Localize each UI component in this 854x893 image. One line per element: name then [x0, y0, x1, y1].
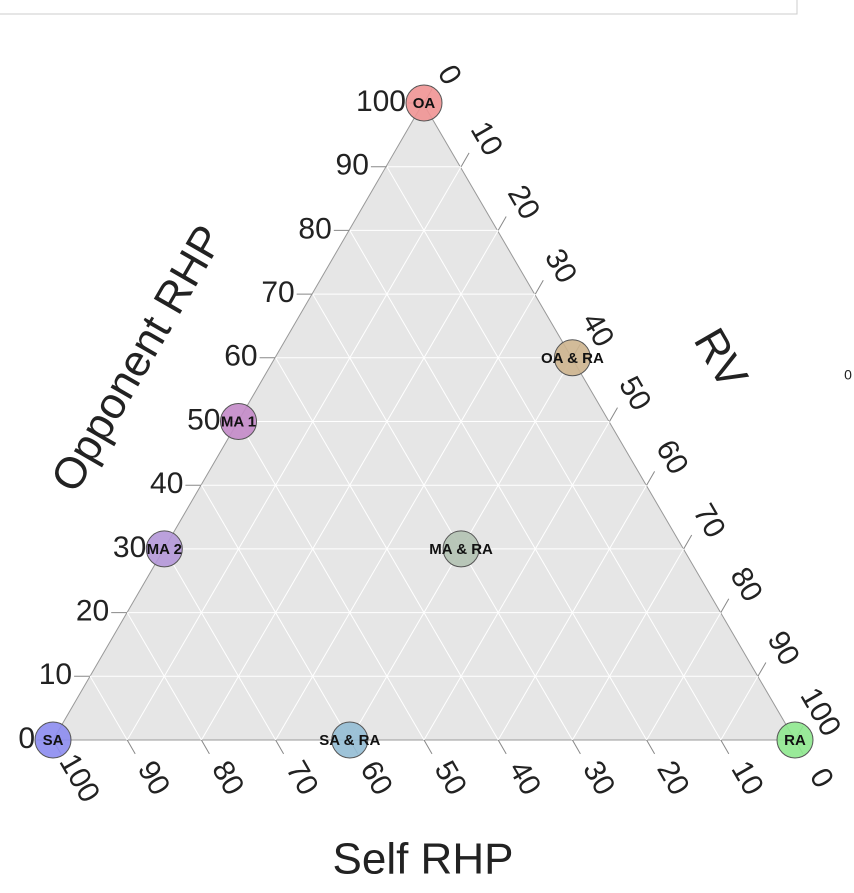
- point: [405, 84, 443, 122]
- grid-line: [386, 166, 722, 741]
- point: [776, 721, 814, 759]
- grid-line: [163, 548, 277, 741]
- tick-mark: [683, 534, 693, 550]
- tick-mark: [497, 216, 507, 231]
- tick-label: 60: [354, 755, 399, 800]
- tick-label: 0: [803, 763, 840, 794]
- axis-title: Self RHP: [333, 835, 514, 884]
- point: [331, 721, 369, 759]
- grid-line: [571, 548, 685, 741]
- tick-mark: [200, 739, 210, 755]
- tick-label: 90: [131, 755, 176, 800]
- point: [145, 530, 183, 568]
- tick-mark: [275, 739, 285, 755]
- tick-label: 60: [224, 340, 257, 373]
- tick-mark: [423, 739, 433, 755]
- tick-mark: [720, 598, 730, 613]
- tick-label: 40: [502, 755, 547, 800]
- tick-label: 10: [39, 658, 72, 691]
- tick-label: 40: [150, 467, 183, 500]
- axis-title: RV: [684, 320, 757, 397]
- tick-label: 30: [113, 531, 146, 564]
- grid-line: [238, 421, 425, 741]
- tick-label: 20: [76, 595, 109, 628]
- point-label: OA: [413, 95, 436, 112]
- tick-label: 30: [538, 243, 583, 288]
- point-label: RA: [784, 732, 806, 749]
- point-label: SA: [43, 732, 64, 749]
- tick-mark: [757, 662, 767, 677]
- point: [553, 339, 591, 377]
- tick-label: 70: [279, 755, 324, 800]
- tick-mark: [646, 471, 656, 486]
- point-label: MA 2: [147, 541, 182, 558]
- grid-line: [200, 484, 351, 741]
- grid-line: [275, 357, 499, 741]
- tick-mark: [126, 739, 136, 755]
- tick-mark: [497, 739, 507, 755]
- point-label: MA & RA: [429, 541, 493, 558]
- point: [34, 721, 72, 759]
- tick-label: 50: [187, 403, 220, 436]
- side-label: 0: [844, 367, 852, 383]
- tick-label: 50: [428, 755, 473, 800]
- axis-title: Opponent RHP: [42, 217, 234, 500]
- tick-label: 50: [612, 371, 657, 416]
- tick-mark: [460, 152, 470, 167]
- tick-mark: [571, 739, 581, 755]
- tick-label: 30: [576, 755, 621, 800]
- tick-label: 60: [649, 435, 694, 480]
- grid-line: [126, 166, 462, 741]
- tick-label: 70: [261, 276, 294, 309]
- tick-label: 20: [501, 180, 546, 225]
- tick-label: 90: [336, 149, 369, 182]
- tick-label: 100: [356, 85, 406, 118]
- grid-line: [89, 676, 128, 741]
- point: [220, 403, 257, 440]
- point-label: OA & RA: [541, 350, 604, 367]
- tick-mark: [534, 279, 544, 295]
- point-label: SA & RA: [319, 732, 380, 749]
- tick-label: 80: [298, 212, 331, 245]
- tick-label: 20: [650, 755, 695, 800]
- tick-label: 100: [53, 748, 107, 808]
- tick-label: 0: [431, 60, 468, 91]
- tick-label: 0: [18, 722, 35, 755]
- grid-line: [720, 676, 759, 741]
- grid-line: [349, 230, 648, 741]
- grid-line: [275, 293, 536, 741]
- point: [442, 530, 480, 568]
- frame: [0, 0, 798, 15]
- tick-mark: [609, 407, 618, 422]
- tick-label: 70: [686, 498, 731, 543]
- tick-label: 80: [205, 755, 250, 800]
- point-label: MA 1: [221, 413, 256, 430]
- tick-mark: [646, 739, 656, 755]
- grid-line: [312, 293, 573, 741]
- tick-label: 10: [725, 755, 770, 800]
- tick-label: 80: [724, 562, 769, 607]
- tick-mark: [720, 739, 730, 755]
- grid-line: [126, 612, 202, 741]
- grid-line: [423, 421, 610, 741]
- tick-label: 10: [464, 116, 509, 161]
- tick-label: 90: [761, 626, 806, 671]
